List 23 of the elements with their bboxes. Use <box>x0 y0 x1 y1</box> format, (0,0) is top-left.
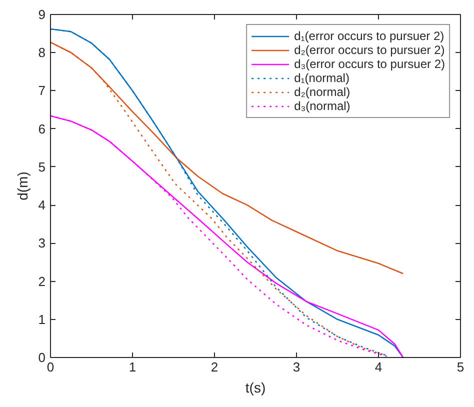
y-tick-label: 1 <box>38 312 46 327</box>
y-tick-label: 8 <box>38 45 46 60</box>
y-tick-label: 5 <box>38 159 46 174</box>
y-tick-label: 9 <box>38 7 46 22</box>
legend-label: d₁(error occurs to pursuer 2) <box>294 29 444 43</box>
y-tick-label: 4 <box>38 198 46 213</box>
y-tick-label: 0 <box>38 350 46 365</box>
legend-label: d₃(normal) <box>294 99 350 113</box>
y-tick-label: 2 <box>38 274 46 289</box>
legend-label: d₃(error occurs to pursuer 2) <box>294 57 445 71</box>
y-tick-label: 6 <box>38 121 46 136</box>
x-tick-label: 2 <box>210 360 218 374</box>
x-tick-label: 4 <box>374 360 382 374</box>
legend-label: d₂(normal) <box>294 85 350 99</box>
x-axis-title: t(s) <box>245 380 266 396</box>
y-tick-label: 3 <box>38 236 46 251</box>
x-tick-label: 3 <box>292 360 300 374</box>
x-tick-label: 5 <box>456 360 464 374</box>
legend-label: d₁(normal) <box>294 71 350 85</box>
x-tick-label: 1 <box>128 360 136 374</box>
y-axis-title: d(m) <box>14 172 30 200</box>
y-tick-label: 7 <box>38 83 46 98</box>
legend-label: d₂(error occurs to pursuer 2) <box>294 43 445 57</box>
